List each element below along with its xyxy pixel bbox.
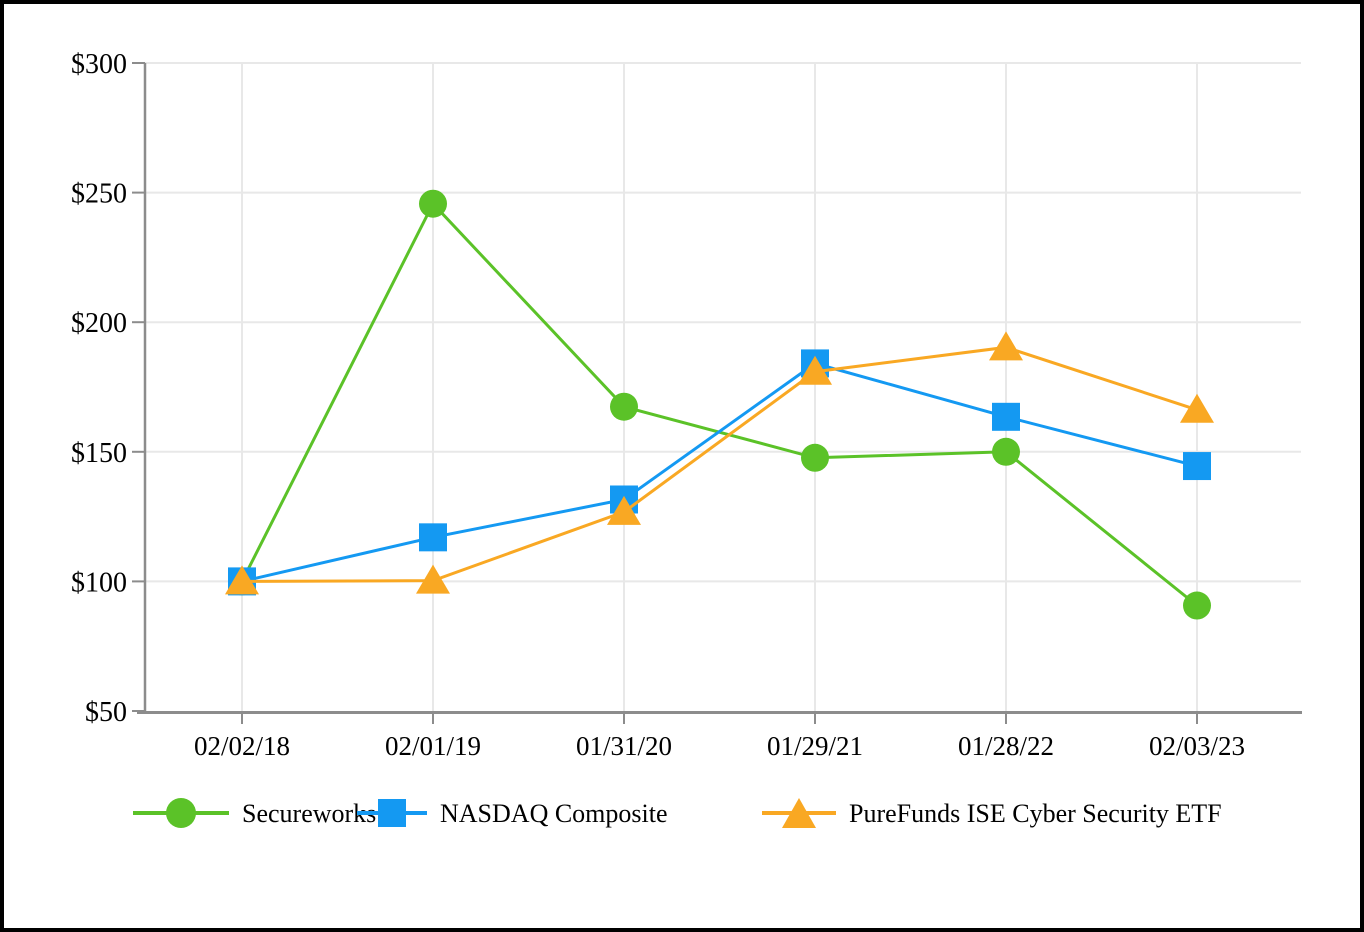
x-tick-label: 01/31/20 (576, 731, 672, 761)
data-point-square (1183, 452, 1211, 481)
y-tick-label: $300 (71, 49, 127, 80)
secureworks-circle-marker-icon (133, 798, 229, 828)
data-point-triangle (416, 564, 450, 594)
data-point-circle (801, 443, 829, 472)
data-point-triangle (225, 565, 259, 595)
legend-item-purefunds-etf: PureFunds ISE Cyber Security ETF (762, 796, 1222, 832)
x-tick-label: 01/28/22 (958, 731, 1054, 761)
data-point-square (419, 523, 447, 552)
legend-item-nasdaq-composite: NASDAQ Composite (357, 796, 668, 832)
data-point-circle (1183, 591, 1211, 620)
data-point-circle (610, 392, 638, 421)
legend-item-secureworks: Secureworks (133, 796, 376, 832)
purefunds-triangle-marker-icon (762, 798, 836, 828)
y-tick-label: $100 (71, 567, 127, 598)
data-point-circle (992, 437, 1020, 466)
data-point-triangle (1180, 393, 1214, 423)
x-tick-label: 02/03/23 (1149, 731, 1245, 761)
x-tick-label: 02/01/19 (385, 731, 481, 761)
legend: Secureworks NASDAQ Composite PureFunds I… (4, 796, 1360, 836)
data-point-triangle (607, 495, 641, 525)
data-point-circle (419, 189, 447, 218)
nasdaq-square-marker-icon (357, 799, 427, 827)
legend-label-nasdaq-composite: NASDAQ Composite (440, 799, 668, 828)
performance-line-chart: $300 $250 $200 $150 $100 $50 02/02/18 02/01/19 0… (71, 49, 1302, 761)
legend-label-secureworks: Secureworks (242, 799, 377, 828)
legend-label-purefunds-etf: PureFunds ISE Cyber Security ETF (849, 799, 1222, 828)
y-tick-label: $200 (71, 308, 127, 339)
data-point-triangle (989, 331, 1023, 361)
series-line (241, 361, 1198, 583)
series-line (240, 201, 1198, 607)
series-line (241, 345, 1198, 583)
x-tick-label: 02/02/18 (194, 731, 290, 761)
data-point-triangle (798, 355, 832, 385)
data-point-square (992, 402, 1020, 431)
y-tick-label: $250 (71, 179, 127, 210)
y-tick-label: $50 (85, 697, 127, 728)
x-tick-label: 01/29/21 (767, 731, 863, 761)
y-tick-label: $150 (71, 438, 127, 469)
